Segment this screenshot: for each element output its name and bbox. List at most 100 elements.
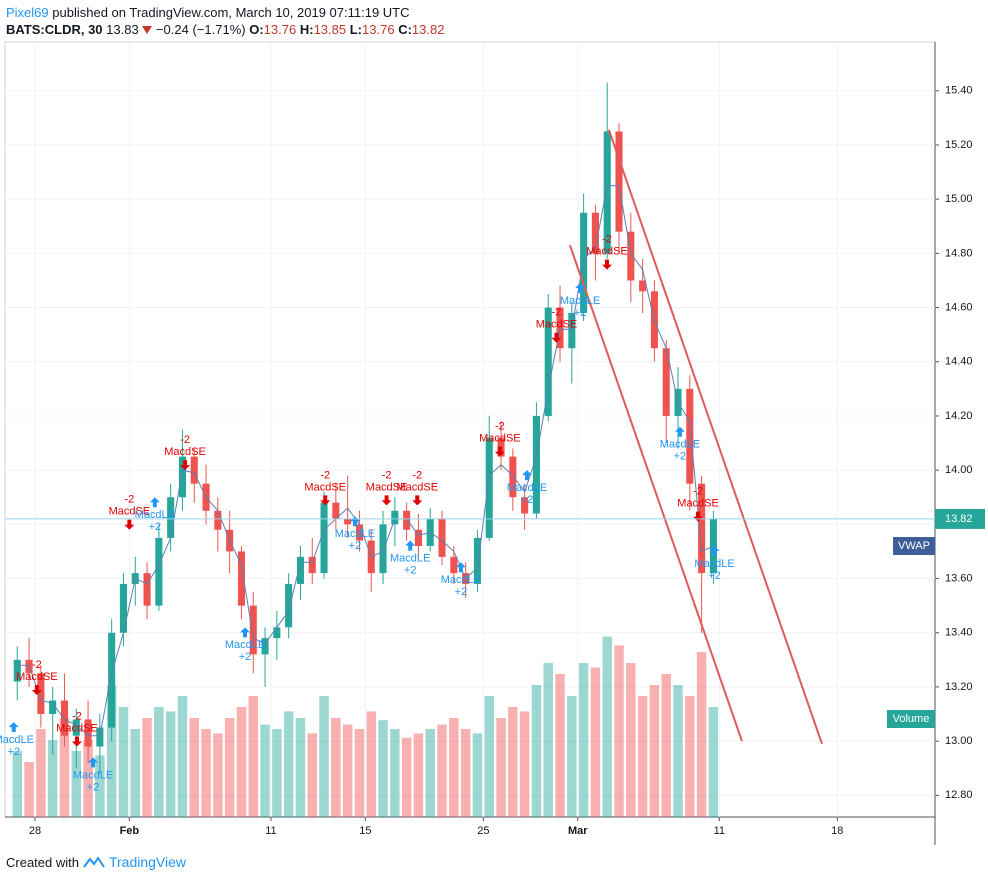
volume-bar	[449, 718, 459, 817]
signal-label: MacdSE	[586, 246, 628, 258]
y-tick-label: 13.20	[945, 681, 973, 693]
volume-bar	[696, 652, 707, 817]
header-line-2: BATS:CLDR, 30 13.83 −0.24 (−1.71%) O:13.…	[6, 21, 444, 38]
candle-body	[355, 524, 363, 541]
candle-body	[568, 312, 576, 349]
volume-bar	[602, 636, 612, 817]
signal-qty: -2	[412, 469, 422, 481]
signal-label: MacdSE	[479, 433, 521, 445]
volume-bar	[378, 720, 388, 817]
x-tick-label: Feb	[120, 825, 140, 837]
signal-qty: -2	[382, 469, 392, 481]
author: Pixel69	[6, 5, 49, 20]
x-tick-label: 25	[477, 825, 489, 837]
signal-qty: +2	[708, 570, 721, 582]
short-arrow	[551, 332, 562, 343]
candle-body	[320, 502, 328, 574]
short-arrow	[124, 519, 135, 530]
volume-bar	[567, 696, 577, 817]
y-tick-label: 14.60	[945, 301, 973, 313]
volume-tag-label: Volume	[893, 713, 930, 725]
volume-bar	[437, 724, 447, 817]
candle-body	[167, 497, 175, 538]
c-label: C:	[398, 22, 412, 37]
volume-bar	[154, 707, 164, 817]
x-tick-label: 11	[714, 825, 725, 837]
y-tick-label: 13.00	[945, 735, 973, 747]
candle-body	[391, 510, 399, 525]
o: 13.76	[263, 22, 297, 37]
last-price-tag	[935, 508, 985, 529]
x-tick-label: Mar	[568, 825, 588, 837]
long-arrow	[239, 627, 250, 638]
long-arrow	[709, 546, 720, 557]
y-tick-label: 13.40	[945, 627, 973, 639]
candle-body	[108, 632, 116, 728]
candle-body	[591, 212, 599, 254]
volume-bar	[626, 663, 636, 817]
signal-label: MacdSE	[56, 722, 98, 734]
candle-body	[119, 583, 128, 633]
down-triangle	[142, 26, 153, 34]
volume-tag	[887, 710, 935, 728]
volume-bar	[12, 751, 22, 817]
volume-bar	[519, 711, 530, 817]
signal-label: MacdSE	[109, 506, 151, 518]
signal-qty: -2	[495, 421, 505, 433]
signal-qty: -2	[32, 659, 42, 671]
x-tick-label: 15	[359, 825, 371, 837]
short-arrow	[381, 495, 392, 506]
long-arrow	[8, 722, 19, 733]
c: 13.82	[411, 22, 445, 37]
candle-body	[13, 659, 21, 682]
y-tick-label: 13.60	[945, 572, 973, 584]
volume-bar	[390, 729, 400, 817]
signal-qty: -2	[180, 434, 190, 446]
signal-qty: -2	[552, 307, 562, 319]
candle-body	[662, 348, 670, 416]
candle-body	[603, 131, 611, 254]
signal-qty: +2	[239, 651, 252, 663]
y-tick-label: 14.80	[945, 247, 973, 259]
candle-body	[686, 388, 694, 484]
volume-bar	[47, 740, 58, 817]
signal-label: MacdLE	[660, 439, 700, 451]
y-tick-label: 12.80	[945, 789, 973, 801]
change: −0.24 (−1.71%)	[155, 22, 246, 37]
volume-bar	[224, 718, 235, 817]
volume-bar	[272, 729, 282, 817]
header: Pixel69 published on TradingView.com, Ma…	[6, 4, 444, 38]
symbol: BATS:CLDR, 30	[6, 22, 103, 37]
short-arrow	[71, 736, 82, 747]
signal-label: MacdLE	[694, 558, 734, 570]
signal-label: MacdLE	[0, 734, 34, 746]
volume-bar	[555, 674, 565, 817]
volume-bar	[36, 729, 46, 817]
volume-bar	[248, 696, 258, 817]
candle-body	[485, 437, 493, 538]
candle-body	[37, 673, 45, 715]
volume-bar	[590, 667, 601, 817]
candle-body	[556, 307, 564, 349]
signal-qty: -2	[72, 710, 82, 722]
volume-bar	[637, 696, 648, 817]
candle-body	[544, 307, 552, 416]
last-price-label: 13.82	[945, 513, 973, 525]
candle-body	[237, 551, 245, 606]
vwap-line	[17, 185, 714, 737]
volume-bar	[708, 707, 719, 817]
long-arrow	[149, 497, 160, 508]
l: 13.76	[362, 22, 395, 37]
short-arrow	[601, 259, 612, 270]
signal-label: MacdSE	[16, 671, 58, 683]
signal-label: MacdLE	[225, 639, 265, 651]
short-arrow	[320, 495, 331, 506]
volume-bar	[331, 718, 341, 817]
volume-bar	[142, 718, 152, 817]
volume-bar	[472, 733, 483, 817]
candle-body	[344, 518, 352, 525]
y-tick-label: 15.20	[945, 139, 973, 151]
volume-bar	[401, 737, 412, 817]
signal-qty: -2	[124, 494, 134, 506]
